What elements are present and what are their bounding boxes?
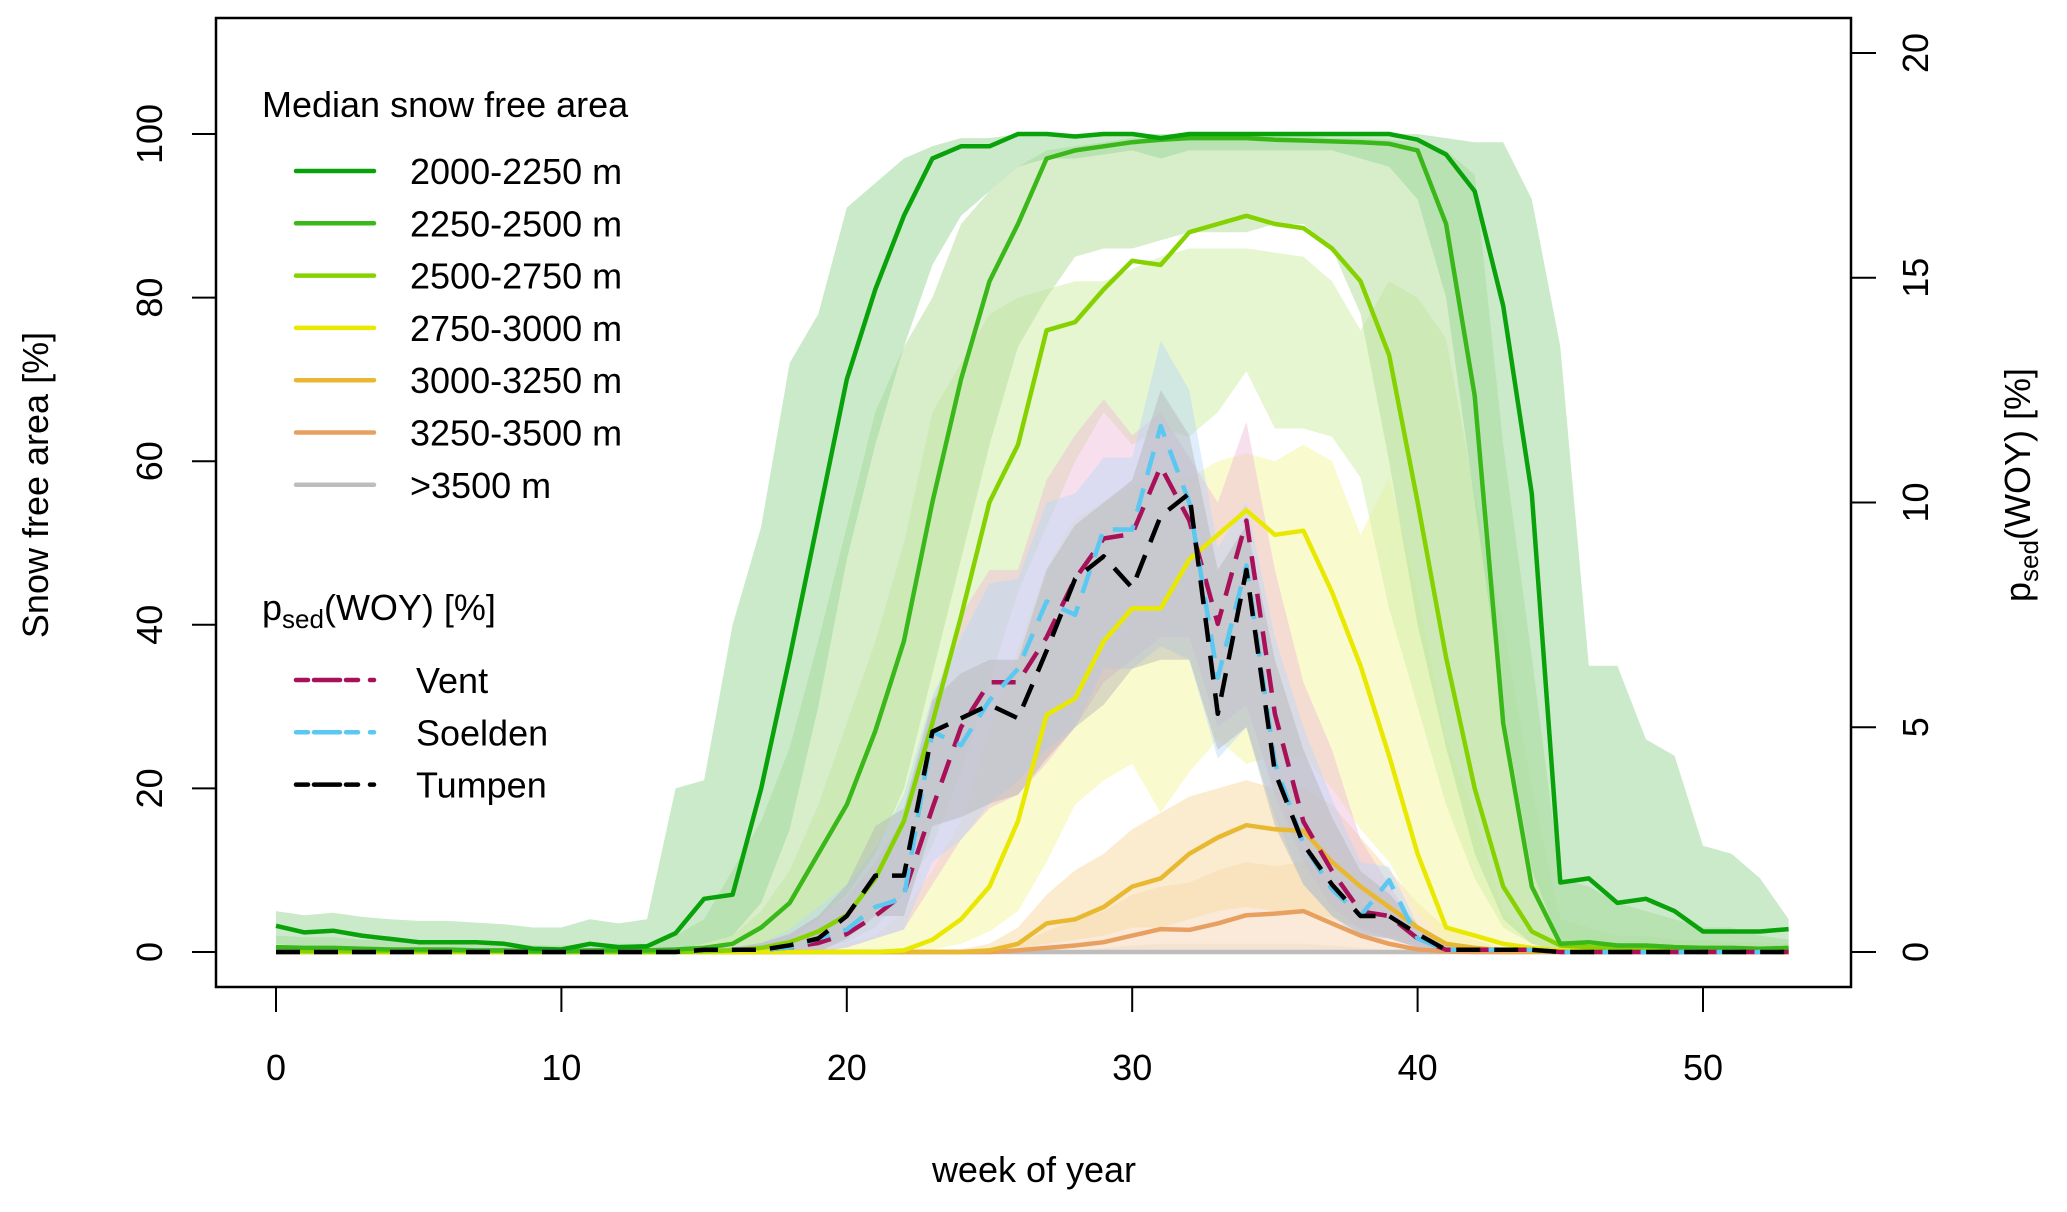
band-tumpen bbox=[276, 390, 1789, 953]
line-vent bbox=[276, 464, 1789, 955]
legend-label: 2750-3000 m bbox=[410, 308, 622, 349]
y-axis-left: 0 20 40 60 80 100 bbox=[129, 104, 216, 962]
y-axis-right: 0 5 10 15 20 bbox=[1851, 33, 1936, 962]
x-tick-label: 10 bbox=[541, 1047, 581, 1088]
legend-label: Tumpen bbox=[416, 765, 547, 806]
y-tick-label-left: 60 bbox=[129, 441, 170, 481]
y-tick-label-left: 0 bbox=[129, 942, 170, 962]
line-2250-2500-m bbox=[275, 135, 1789, 954]
y-tick-label-right: 15 bbox=[1895, 258, 1936, 298]
y-tick-label-left: 40 bbox=[129, 605, 170, 645]
legend-label: 3000-3250 m bbox=[410, 360, 622, 401]
legend-snow-entries: 2000-2250 m 2250-2500 m 2500-2750 m 2750-30… bbox=[293, 151, 622, 506]
band-3000-3250-m bbox=[276, 780, 1789, 952]
y-axis-label-left: Snow free area [%] bbox=[15, 332, 56, 638]
legend-label: 3250-3500 m bbox=[410, 413, 622, 454]
x-axis-label: week of year bbox=[931, 1149, 1136, 1190]
line-tumpen bbox=[276, 491, 1789, 955]
line-2000-2250-m bbox=[275, 131, 1789, 952]
y-tick-label-right: 20 bbox=[1895, 33, 1936, 73]
legend-label: 2250-2500 m bbox=[410, 203, 622, 244]
legend-label: Vent bbox=[416, 660, 488, 701]
band-2250-2500-m bbox=[276, 135, 1789, 953]
x-axis: 0 10 20 30 40 50 bbox=[266, 987, 1723, 1088]
band-vent bbox=[276, 399, 1789, 953]
y-tick-label-right: 0 bbox=[1895, 942, 1936, 962]
x-tick-label: 50 bbox=[1683, 1047, 1723, 1088]
y-axis-label-right: psed(WOY) [%] bbox=[1997, 368, 2044, 602]
x-tick-label: 20 bbox=[827, 1047, 867, 1088]
legend-title-psed: psed(WOY) [%] bbox=[262, 587, 496, 634]
psed-lines bbox=[276, 423, 1789, 955]
x-tick-label: 30 bbox=[1112, 1047, 1152, 1088]
legend-psed-entries: Vent Soelden Tumpen bbox=[293, 660, 548, 806]
legend-label: >3500 m bbox=[410, 465, 551, 506]
y-tick-label-right: 10 bbox=[1895, 482, 1936, 522]
y-tick-label-right: 5 bbox=[1895, 717, 1936, 737]
y-tick-label-left: 100 bbox=[129, 104, 170, 164]
band-soelden bbox=[276, 340, 1789, 952]
y-tick-label-left: 80 bbox=[129, 278, 170, 318]
legend-title-snow: Median snow free area bbox=[262, 84, 629, 125]
legend-label: 2000-2250 m bbox=[410, 151, 622, 192]
legend-label: Soelden bbox=[416, 712, 548, 753]
y-tick-label-left: 20 bbox=[129, 768, 170, 808]
legend-label: 2500-2750 m bbox=[410, 256, 622, 297]
x-tick-label: 40 bbox=[1398, 1047, 1438, 1088]
x-tick-label: 0 bbox=[266, 1047, 286, 1088]
legend: Median snow free area 2000-2250 m 2250-25… bbox=[262, 84, 629, 806]
